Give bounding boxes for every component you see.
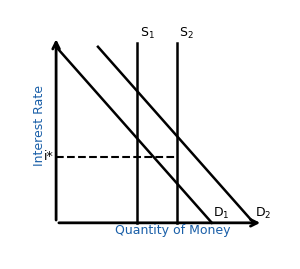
Text: Interest Rate: Interest Rate bbox=[33, 85, 46, 166]
Text: D$_2$: D$_2$ bbox=[255, 206, 271, 221]
Text: S$_2$: S$_2$ bbox=[179, 26, 194, 41]
Text: i*: i* bbox=[44, 150, 54, 163]
Text: S$_1$: S$_1$ bbox=[140, 26, 154, 41]
Text: Quantity of Money: Quantity of Money bbox=[115, 224, 230, 237]
Text: D$_1$: D$_1$ bbox=[213, 206, 230, 221]
